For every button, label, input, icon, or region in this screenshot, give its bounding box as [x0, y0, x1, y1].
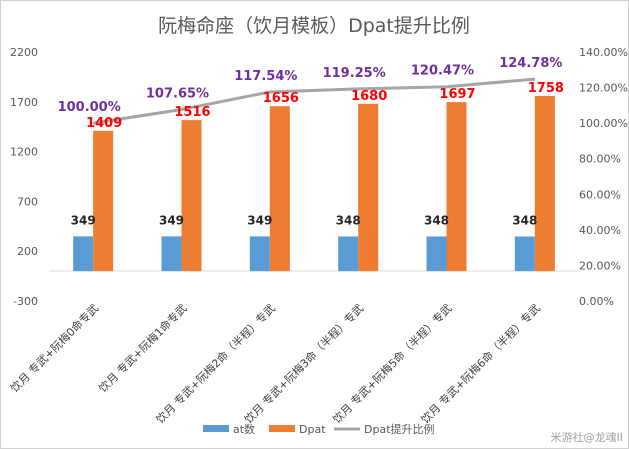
bar-at — [514, 236, 535, 272]
label-dpat: 1680 — [351, 89, 387, 104]
right-tick-label: 60.00% — [579, 188, 621, 201]
label-dpat: 1409 — [86, 116, 122, 131]
left-tick-label: 2200 — [10, 46, 38, 59]
label-at: 348 — [424, 213, 449, 227]
left-tick-label: -300 — [13, 295, 38, 308]
label-at: 349 — [71, 213, 96, 227]
bar-dpat — [446, 102, 467, 272]
bars-layer — [73, 96, 555, 272]
category-label: 饮月 专武+阮梅0命专武 — [7, 301, 101, 395]
right-tick-label: 20.00% — [579, 259, 621, 272]
label-dpat: 1656 — [263, 91, 299, 106]
bar-dpat — [534, 96, 555, 272]
label-dpat: 1758 — [528, 81, 564, 96]
legend-label-ratio: Dpat提升比例 — [364, 422, 435, 436]
ratio-line — [92, 77, 535, 125]
right-tick-label: 140.00% — [579, 46, 628, 59]
label-at: 349 — [159, 213, 184, 227]
left-tick-label: 700 — [17, 195, 38, 208]
bar-at — [426, 236, 447, 272]
legend-swatch-at — [203, 425, 229, 432]
label-ratio: 107.65% — [146, 87, 209, 102]
bar-dpat — [93, 130, 114, 272]
bar-at — [338, 236, 359, 272]
bar-dpat — [181, 120, 202, 272]
watermark: 米游社@龙魂II — [551, 430, 624, 444]
right-axis: 140.00% 120.00% 100.00% 80.00% 60.00% 40.00% 2… — [579, 46, 628, 308]
bar-dpat — [358, 103, 379, 272]
bar-at — [249, 236, 270, 272]
chart-title: 阮梅命座（饮月模板）Dpat提升比例 — [158, 15, 470, 37]
right-tick-label: 120.00% — [579, 82, 628, 95]
label-dpat: 1697 — [439, 87, 475, 102]
legend: at数 Dpat Dpat提升比例 — [203, 422, 435, 436]
right-tick-label: 40.00% — [579, 224, 621, 237]
legend-label-at: at数 — [233, 423, 255, 436]
right-tick-label: 0.00% — [579, 295, 614, 308]
category-label: 饮月 专武+阮梅1命专武 — [96, 301, 190, 395]
left-tick-label: 1200 — [10, 146, 38, 159]
legend-swatch-dpat — [269, 425, 295, 432]
label-at: 348 — [336, 213, 361, 227]
right-tick-label: 100.00% — [579, 117, 628, 130]
bar-at — [73, 236, 94, 272]
legend-label-dpat: Dpat — [299, 423, 326, 436]
left-axis: 2200 1700 1200 700 200 -300 — [10, 46, 38, 308]
bar-dpat — [269, 106, 290, 272]
label-at: 349 — [247, 213, 272, 227]
left-tick-label: 1700 — [10, 96, 38, 109]
line-layer — [92, 77, 535, 125]
label-at: 348 — [512, 213, 537, 227]
bar-at — [161, 236, 182, 272]
label-ratio: 124.78% — [499, 56, 562, 71]
label-ratio: 100.00% — [58, 100, 121, 115]
label-dpat: 1516 — [174, 105, 210, 120]
label-ratio: 119.25% — [323, 66, 386, 81]
left-tick-label: 200 — [17, 245, 38, 258]
label-ratio: 117.54% — [234, 69, 297, 84]
right-tick-label: 80.00% — [579, 153, 621, 166]
label-ratio: 120.47% — [411, 64, 474, 79]
